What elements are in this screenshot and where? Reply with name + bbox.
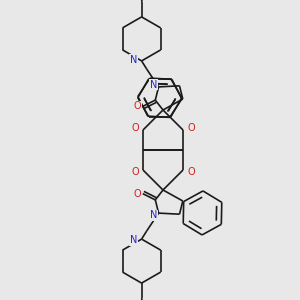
Text: N: N [150,210,157,220]
Text: O: O [131,123,139,133]
Text: O: O [131,167,139,177]
Text: O: O [187,167,195,177]
Text: N: N [150,80,157,90]
Text: O: O [187,123,195,133]
Text: O: O [134,189,142,199]
Text: N: N [130,235,137,245]
Text: N: N [130,55,137,65]
Text: O: O [134,101,142,111]
